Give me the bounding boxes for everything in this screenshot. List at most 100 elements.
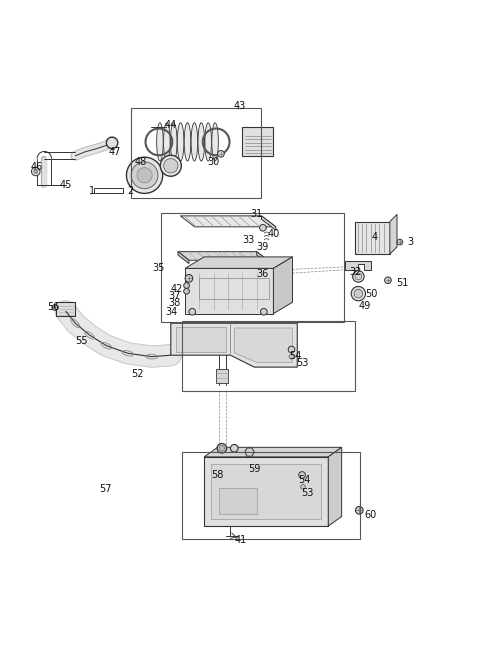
Text: 54: 54 (298, 475, 311, 485)
Circle shape (184, 289, 190, 294)
Ellipse shape (184, 123, 191, 161)
Circle shape (289, 354, 294, 359)
Text: 39: 39 (257, 242, 269, 253)
Text: 42: 42 (171, 284, 183, 294)
Circle shape (355, 273, 362, 280)
Circle shape (131, 162, 158, 189)
Text: 47: 47 (109, 148, 121, 157)
Text: 3: 3 (408, 237, 414, 247)
Text: 40: 40 (267, 229, 279, 239)
Text: 59: 59 (248, 464, 261, 474)
Polygon shape (262, 216, 276, 230)
Polygon shape (204, 447, 342, 457)
Circle shape (185, 275, 193, 282)
Ellipse shape (198, 123, 204, 161)
Ellipse shape (212, 123, 218, 161)
Text: 50: 50 (365, 289, 377, 298)
Text: 60: 60 (364, 510, 376, 520)
Bar (161, 213, 344, 322)
Polygon shape (274, 257, 292, 314)
Text: 56: 56 (47, 302, 59, 312)
Polygon shape (204, 457, 328, 526)
Circle shape (137, 168, 152, 183)
Bar (218, 488, 257, 514)
Text: 55: 55 (75, 336, 88, 346)
Text: 4: 4 (372, 232, 378, 242)
Text: 46: 46 (31, 161, 43, 172)
Circle shape (34, 169, 37, 173)
Text: 44: 44 (165, 120, 177, 130)
Circle shape (189, 308, 196, 315)
Circle shape (126, 157, 163, 194)
Circle shape (288, 346, 295, 353)
Circle shape (384, 277, 391, 283)
Text: 51: 51 (396, 278, 408, 288)
Polygon shape (328, 447, 342, 526)
Circle shape (230, 445, 238, 452)
Circle shape (356, 506, 363, 514)
Text: 43: 43 (234, 101, 246, 111)
Circle shape (160, 155, 181, 176)
Polygon shape (176, 327, 226, 352)
Polygon shape (185, 257, 292, 268)
Bar (211, 464, 321, 519)
Circle shape (184, 283, 190, 289)
Text: 2: 2 (127, 186, 133, 196)
Ellipse shape (191, 123, 198, 161)
Circle shape (351, 287, 365, 301)
Text: 1: 1 (89, 186, 95, 196)
Circle shape (217, 150, 224, 157)
Polygon shape (56, 302, 75, 316)
Text: 35: 35 (153, 263, 165, 273)
Circle shape (260, 224, 266, 231)
Polygon shape (345, 261, 371, 270)
Polygon shape (234, 328, 292, 362)
Text: 54: 54 (289, 351, 302, 361)
Polygon shape (180, 216, 276, 227)
Polygon shape (185, 268, 274, 314)
Polygon shape (257, 252, 268, 264)
Bar (356, 222, 390, 254)
Bar (95, 188, 123, 194)
Circle shape (107, 137, 118, 148)
Circle shape (299, 472, 305, 478)
Text: 41: 41 (235, 535, 247, 545)
Text: 38: 38 (168, 298, 180, 308)
Bar (131, 108, 262, 198)
Circle shape (261, 308, 267, 315)
Circle shape (354, 289, 363, 298)
Polygon shape (171, 323, 297, 367)
Ellipse shape (177, 123, 184, 161)
Bar (182, 321, 355, 391)
Text: 37: 37 (168, 291, 180, 301)
Text: 30: 30 (208, 157, 220, 167)
Text: 33: 33 (242, 236, 255, 245)
Text: 36: 36 (257, 269, 269, 279)
Text: 34: 34 (166, 307, 178, 317)
Circle shape (397, 239, 403, 245)
Polygon shape (245, 448, 254, 456)
Bar (216, 369, 228, 383)
Text: 31: 31 (251, 209, 263, 219)
Text: 32: 32 (349, 267, 361, 277)
Ellipse shape (164, 123, 170, 161)
Circle shape (353, 271, 364, 282)
Polygon shape (178, 252, 189, 264)
Circle shape (217, 443, 227, 453)
Text: 45: 45 (60, 180, 72, 190)
Circle shape (219, 445, 225, 451)
Text: 53: 53 (301, 487, 314, 498)
Text: 58: 58 (211, 470, 223, 480)
Polygon shape (390, 215, 397, 254)
Circle shape (52, 304, 58, 310)
Text: 53: 53 (296, 358, 308, 368)
Bar (242, 127, 274, 156)
Ellipse shape (205, 123, 212, 161)
Text: 49: 49 (359, 301, 371, 311)
Text: 52: 52 (131, 369, 144, 379)
Text: 48: 48 (134, 157, 147, 167)
Circle shape (32, 167, 40, 176)
Text: 57: 57 (99, 484, 112, 495)
Ellipse shape (170, 123, 177, 161)
Polygon shape (259, 260, 292, 278)
